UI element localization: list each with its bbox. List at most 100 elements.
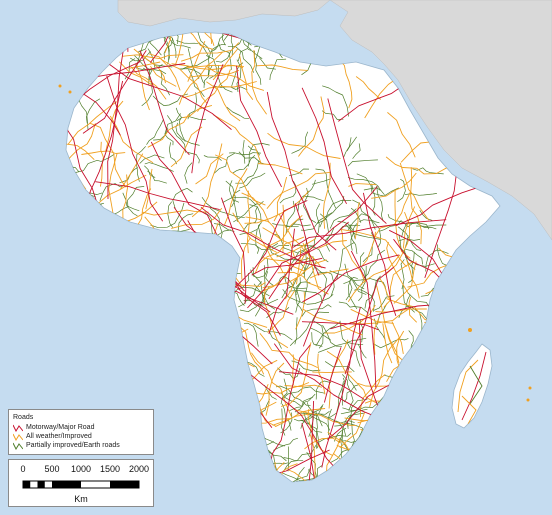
road-segment — [340, 396, 384, 415]
road-segment — [289, 289, 323, 304]
road-segment — [309, 268, 349, 279]
road-segment — [339, 320, 364, 346]
madagascar-roads — [457, 351, 487, 425]
road-segment — [251, 257, 323, 276]
road-segment — [230, 32, 238, 55]
road-segment — [352, 143, 361, 159]
road-segment — [247, 186, 378, 309]
road-segment — [386, 241, 409, 294]
road-segment — [266, 91, 337, 251]
road-segment — [178, 68, 206, 85]
road-segment — [316, 271, 335, 297]
road-segment — [345, 281, 353, 301]
road-segment — [136, 146, 146, 182]
road-segment — [321, 110, 344, 120]
road-segment — [295, 285, 304, 313]
road-segment — [311, 178, 332, 185]
road-segment — [327, 384, 391, 440]
road-segment — [244, 190, 309, 224]
road-segment — [350, 250, 377, 389]
legend-label-earth-road: Partially improved/Earth roads — [26, 442, 120, 449]
road-segment — [187, 92, 197, 120]
road-segment — [347, 213, 376, 230]
road-segment — [304, 437, 342, 450]
road-segment — [237, 32, 258, 62]
road-segment — [360, 252, 367, 281]
road-segment — [85, 98, 101, 124]
road-segment — [311, 332, 323, 347]
road-segment — [242, 206, 258, 232]
road-segment — [294, 317, 298, 345]
road-segment — [160, 58, 208, 104]
road-segment — [77, 97, 89, 130]
africa-continent — [65, 31, 501, 483]
road-segment — [251, 352, 292, 417]
road-segment — [81, 150, 126, 155]
road-segment — [150, 65, 177, 87]
road-segment — [344, 266, 395, 375]
road-segment — [187, 48, 200, 79]
road-segment — [83, 42, 125, 226]
road-segment — [95, 181, 220, 211]
road-segment — [383, 260, 415, 308]
road-segment — [379, 219, 402, 232]
road-segment — [247, 143, 270, 167]
island-reunion — [528, 386, 532, 390]
road-segment — [348, 277, 358, 310]
road-segment — [300, 465, 323, 482]
road-segment — [322, 85, 350, 117]
improved-road-swatch-icon — [13, 433, 23, 441]
road-segment — [175, 107, 186, 142]
road-segment — [391, 321, 404, 354]
road-segment — [265, 271, 274, 286]
road-segment — [172, 187, 193, 210]
road-segment — [171, 207, 223, 229]
scale-tick-500: 500 — [44, 464, 60, 474]
road-segment — [301, 87, 347, 205]
road-segment — [343, 384, 359, 403]
road-segment — [254, 382, 310, 395]
road-segment — [66, 131, 95, 161]
road-segment — [283, 457, 304, 462]
road-segment — [293, 223, 311, 227]
road-segment — [105, 100, 124, 152]
road-segment — [317, 337, 367, 353]
road-segment — [167, 115, 187, 153]
road-segment — [245, 369, 340, 473]
middle-east-landmass — [329, 0, 552, 241]
road-segment — [164, 113, 181, 146]
road-segment — [346, 408, 368, 429]
road-segment — [180, 42, 240, 62]
scale-unit-label: Km — [74, 494, 88, 504]
road-segment — [205, 65, 265, 91]
island-canaries-2 — [68, 90, 72, 94]
road-segment — [358, 344, 367, 359]
road-segment — [147, 113, 190, 148]
road-segment — [218, 43, 232, 70]
legend-label-major-road: Motorway/Major Road — [26, 424, 95, 431]
road-segment — [150, 202, 185, 229]
road-segment — [302, 273, 339, 347]
road-segment — [306, 452, 318, 481]
road-segment — [282, 466, 305, 482]
road-segment — [329, 208, 357, 229]
scale-tick-1500: 1500 — [99, 464, 121, 474]
road-segment — [251, 49, 267, 115]
road-segment — [109, 115, 154, 164]
road-segment — [396, 330, 405, 369]
road-segment — [147, 170, 167, 184]
madagascar — [451, 343, 493, 429]
road-segment — [278, 371, 365, 400]
road-segment — [99, 183, 125, 201]
road-segment — [226, 106, 250, 120]
road-segment — [149, 32, 232, 63]
road-segment — [347, 177, 385, 196]
road-segment — [410, 167, 422, 245]
road-segment — [358, 265, 367, 302]
road-segment — [315, 321, 341, 347]
road-segment — [97, 174, 147, 205]
road-segment — [363, 187, 381, 191]
road-segment — [276, 238, 317, 258]
legend: Roads Motorway/Major Road All weather/Im… — [8, 409, 154, 455]
